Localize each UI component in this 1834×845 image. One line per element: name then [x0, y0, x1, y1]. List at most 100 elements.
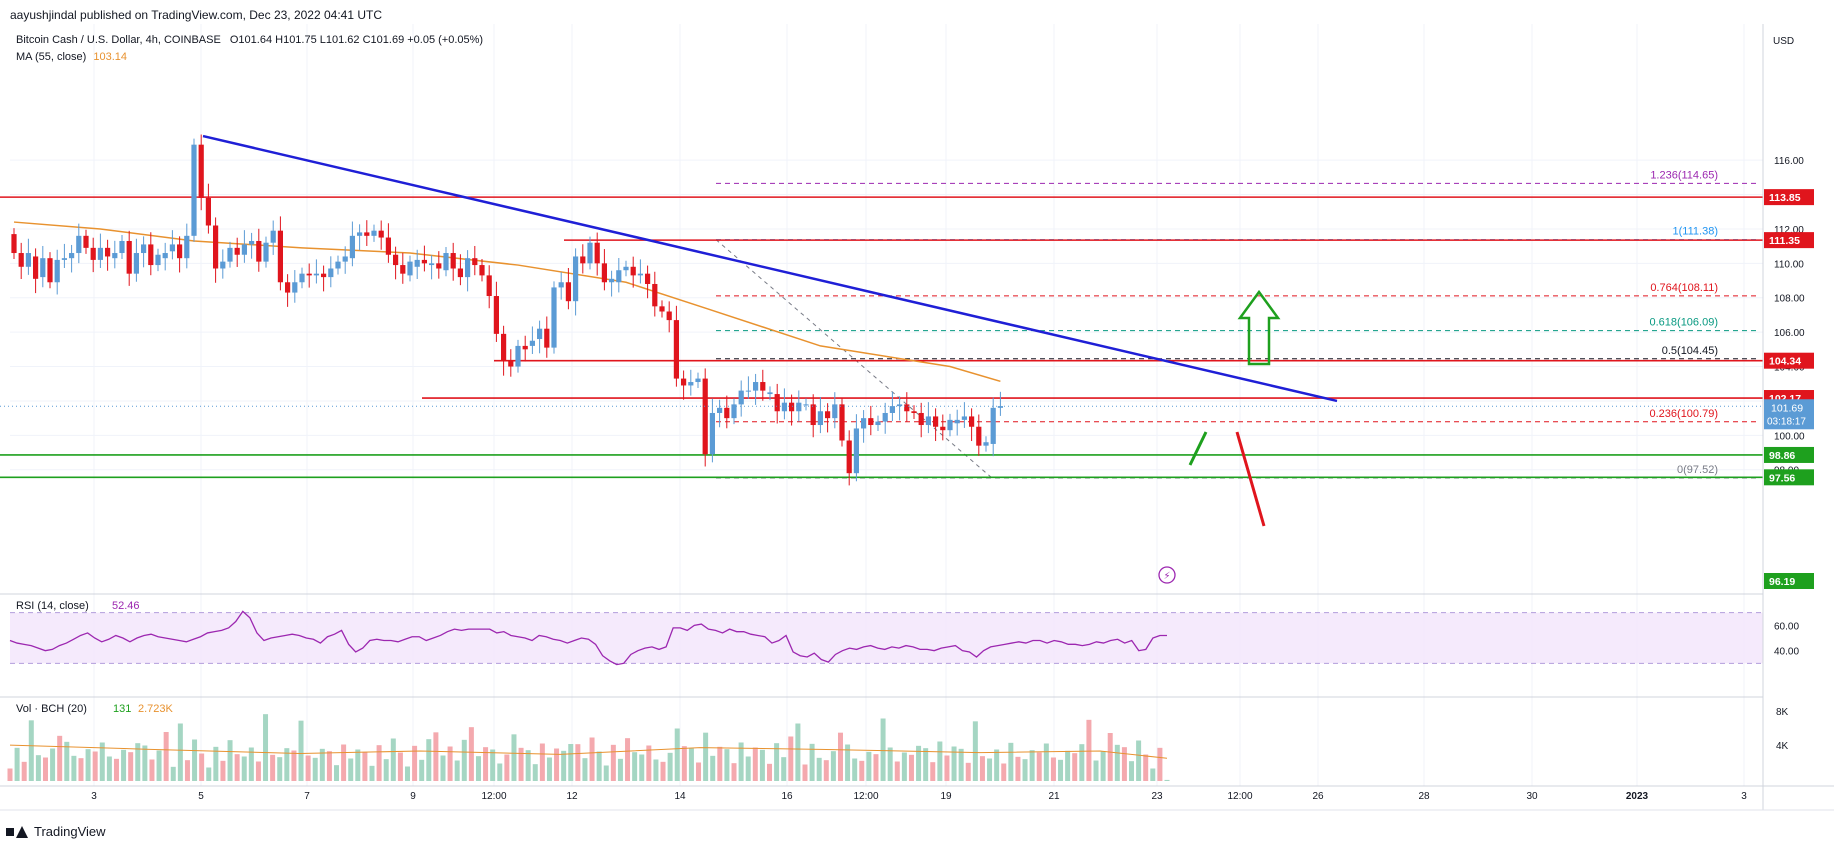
candle-body: [717, 407, 723, 413]
volume-bar: [745, 756, 751, 781]
volume-bar: [334, 765, 340, 781]
candle-body: [738, 390, 744, 405]
candle-body: [839, 404, 845, 441]
price-tag: [1764, 352, 1814, 369]
candle-body: [508, 361, 514, 367]
volume-bar: [525, 750, 531, 781]
ohlc-values: O101.64 H101.75 L101.62 C101.69 +0.05 (+…: [229, 34, 484, 46]
candle-body: [119, 240, 125, 254]
countdown-label: 03:18:17: [1767, 416, 1806, 427]
horizontal-levels: [0, 196, 1763, 479]
fib-level-label: 0.236(100.79): [1650, 408, 1719, 420]
candle-body: [551, 287, 557, 348]
candle-body: [911, 411, 917, 413]
candle-body: [191, 144, 197, 236]
candle-body: [400, 265, 406, 274]
price-tag-label: 97.56: [1769, 472, 1795, 484]
candle-body: [673, 320, 679, 379]
fibonacci-retracement: 1.236(114.65) 1(111.38) 0.764(108.11) 0.618…: [715, 169, 1757, 479]
ma-55-line: [13, 221, 1001, 383]
volume-bar: [298, 720, 304, 781]
candle-body: [609, 278, 615, 283]
volume-bar: [412, 745, 418, 781]
volume-bar: [752, 747, 758, 781]
volume-bar: [965, 762, 971, 781]
time-tick-label: 21: [1048, 791, 1060, 802]
volume-bar: [192, 739, 198, 781]
volume-bar: [582, 758, 588, 781]
price-tags: 113.85111.35104.34102.1798.8697.5696.191…: [1764, 189, 1814, 589]
candle-body: [961, 416, 967, 420]
price-grid: [10, 24, 1763, 786]
volume-bar: [419, 759, 425, 781]
volume-bar: [1150, 768, 1156, 781]
volume-bar: [845, 744, 851, 781]
candlestick-series: [11, 134, 1003, 486]
candle-body: [832, 404, 838, 419]
price-tag-label: 111.35: [1769, 235, 1800, 247]
candle-body: [810, 404, 816, 426]
candle-body: [472, 258, 478, 266]
candle-body: [148, 244, 154, 266]
volume-tick-label: 4K: [1776, 741, 1789, 752]
time-tick-label: 3: [91, 791, 97, 802]
volume-bar: [369, 765, 375, 781]
bullish-arrow: [1237, 289, 1281, 366]
volume-bar: [546, 757, 552, 781]
volume-bar: [603, 765, 609, 781]
volume-bar: [681, 746, 687, 781]
candle-body: [277, 230, 283, 283]
volume-bar: [859, 760, 865, 781]
candle-body: [393, 254, 399, 266]
candle-body: [681, 378, 687, 386]
candle-body: [983, 442, 989, 446]
candle-body: [652, 283, 658, 307]
candle-body: [342, 256, 348, 262]
time-tick-label: 3: [1741, 791, 1747, 802]
volume-bar: [1001, 763, 1007, 781]
candle-body: [594, 242, 600, 264]
volume-bar: [674, 728, 680, 781]
volume-bar: [1008, 742, 1014, 781]
candle-body: [781, 402, 787, 412]
last-price-label: 101.69: [1771, 402, 1803, 414]
volume-bar: [717, 746, 723, 781]
volume-bar: [64, 741, 70, 781]
volume-bar: [561, 750, 567, 781]
price-tag: [1764, 469, 1814, 486]
event-marker-icon: [1158, 566, 1176, 584]
price-tag: [1764, 189, 1814, 206]
candle-body: [328, 268, 334, 278]
volume-ma-line: [9, 744, 1168, 759]
volume-bar: [1043, 743, 1049, 781]
volume-tick-label: 8K: [1776, 707, 1789, 718]
candle-body: [796, 402, 802, 412]
volume-bar: [78, 758, 84, 781]
ma-legend: MA (55, close) 103.14: [16, 51, 127, 63]
volume-bar: [802, 764, 808, 781]
volume-bar: [468, 727, 474, 781]
candle-body: [623, 266, 629, 271]
volume-bar: [57, 735, 63, 781]
flash-icon: ⚡: [1163, 571, 1170, 582]
candle-body: [522, 345, 528, 350]
candle-body: [580, 256, 586, 264]
candle-body: [76, 235, 82, 254]
volume-bar: [284, 748, 290, 781]
volume-bar: [1136, 740, 1142, 781]
time-tick-label: 30: [1526, 791, 1538, 802]
fib-level-label: 0.764(108.11): [1650, 282, 1718, 294]
candle-body: [724, 407, 730, 419]
volume-bar: [234, 754, 240, 781]
candle-body: [378, 230, 384, 238]
price-tick-label: 106.00: [1774, 328, 1805, 339]
green-path-stroke: [1188, 431, 1208, 466]
candle-body: [745, 390, 751, 392]
volume-bar: [916, 745, 922, 781]
volume-bar: [71, 755, 77, 781]
volume-bar: [646, 745, 652, 781]
moving-average-line: [13, 221, 1001, 383]
ma-label: MA (55, close): [16, 51, 87, 63]
price-tag-label: 98.86: [1769, 450, 1795, 462]
